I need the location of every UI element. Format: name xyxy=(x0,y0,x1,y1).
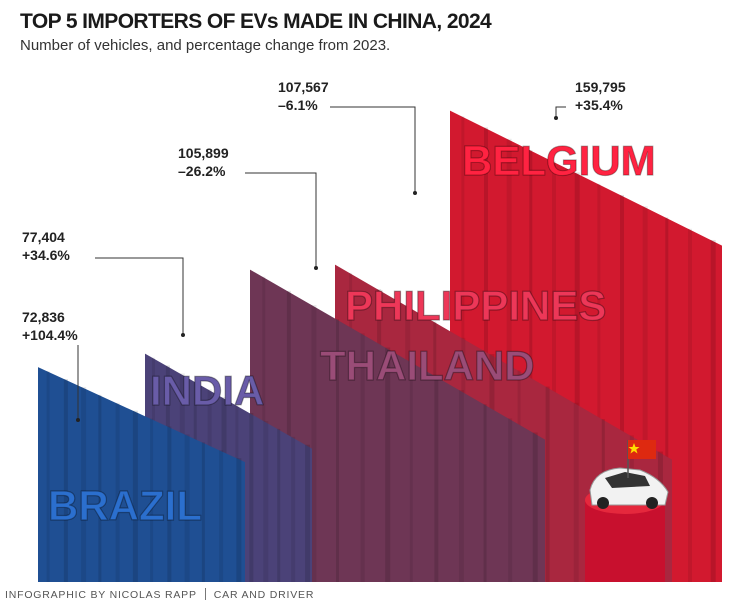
bar-stripe xyxy=(506,138,512,583)
country-labels: BELGIUM PHILIPPINES THAILAND INDIA BRAZIL xyxy=(47,136,656,529)
bar-brazil xyxy=(38,367,245,582)
change-label: +104.4% xyxy=(22,327,78,343)
bar-stripe xyxy=(46,371,50,582)
bar-body xyxy=(250,269,545,582)
bar-stripe xyxy=(642,206,648,583)
bar-stripe xyxy=(311,305,317,582)
bar-stripe xyxy=(688,228,692,583)
bar-stripe xyxy=(574,172,580,583)
leader-line xyxy=(330,106,416,193)
leader-dot xyxy=(554,116,558,120)
bar-stripe xyxy=(305,444,311,582)
bar-stripe xyxy=(336,319,340,582)
footer-divider xyxy=(204,588,206,600)
bar-stripe xyxy=(532,432,538,582)
value-label: 105,899 xyxy=(178,145,229,161)
bar-stripe xyxy=(219,450,224,582)
bar-stripe xyxy=(81,386,87,582)
footer-source: CAR AND DRIVER xyxy=(213,589,315,601)
car-icon xyxy=(589,467,669,509)
china-flag-icon xyxy=(627,440,656,478)
leader-dot xyxy=(413,191,417,195)
leader-dot xyxy=(76,418,80,422)
change-label: +35.4% xyxy=(575,97,623,113)
bar-stripe xyxy=(360,333,365,582)
bar-stripe xyxy=(508,418,513,582)
bar-stripe xyxy=(236,458,242,582)
bar-stripe xyxy=(620,194,624,583)
bar-stripe xyxy=(552,161,556,583)
bar-stripe xyxy=(184,434,190,582)
bar-stripe xyxy=(167,426,172,582)
bar-country-label: PHILIPPINES xyxy=(345,282,606,329)
bar-stripe xyxy=(201,442,205,582)
bar-stripe xyxy=(263,420,269,582)
value-label: 72,836 xyxy=(22,309,65,325)
bar-stripe xyxy=(98,394,102,582)
bar-country-label: INDIA xyxy=(150,367,264,414)
leader-line xyxy=(555,106,566,118)
bar-stripe xyxy=(249,413,254,582)
bar-body xyxy=(38,367,245,582)
bar-stripe xyxy=(710,239,716,583)
chart-title: TOP 5 IMPORTERS OF EVs MADE IN CHINA, 20… xyxy=(20,10,492,33)
change-label: +34.6% xyxy=(22,247,70,263)
bar-stripe xyxy=(277,428,281,582)
leader-dot xyxy=(314,266,318,270)
footer: INFOGRAPHIC BY NICOLAS RAPP CAR AND DRIVE… xyxy=(5,588,314,601)
bar-stripe xyxy=(385,347,391,582)
value-label: 107,567 xyxy=(278,79,329,95)
leader-dot xyxy=(181,333,185,337)
leader-line xyxy=(95,257,184,335)
bar-stripe xyxy=(545,386,550,582)
bar-stripe xyxy=(665,217,669,583)
bar-stripe xyxy=(150,418,154,582)
bar-country-label: THAILAND xyxy=(320,342,535,389)
value-label: 159,795 xyxy=(575,79,626,95)
bar-stripe xyxy=(573,402,579,582)
bar-country-label: BRAZIL xyxy=(48,482,202,529)
footer-credit: INFOGRAPHIC BY NICOLAS RAPP xyxy=(5,589,197,601)
bar-stripe xyxy=(597,183,601,583)
chart-subtitle: Number of vehicles, and percentage chang… xyxy=(20,37,391,54)
change-label: –26.2% xyxy=(178,163,226,179)
bar-country-label: BELGIUM xyxy=(462,137,656,184)
bar-stripe xyxy=(434,375,439,582)
bar-stripe xyxy=(63,379,68,582)
bar-stripe xyxy=(529,149,533,583)
bar-stripe xyxy=(483,404,487,582)
leader-line xyxy=(245,172,317,268)
value-label: 77,404 xyxy=(22,229,65,245)
bar-stripe xyxy=(115,402,120,582)
change-label: –6.1% xyxy=(278,97,318,113)
bar-stripe xyxy=(291,436,296,582)
bar-stripe xyxy=(458,390,464,582)
bar-stripe xyxy=(132,410,138,582)
bar-stripe xyxy=(409,361,413,582)
